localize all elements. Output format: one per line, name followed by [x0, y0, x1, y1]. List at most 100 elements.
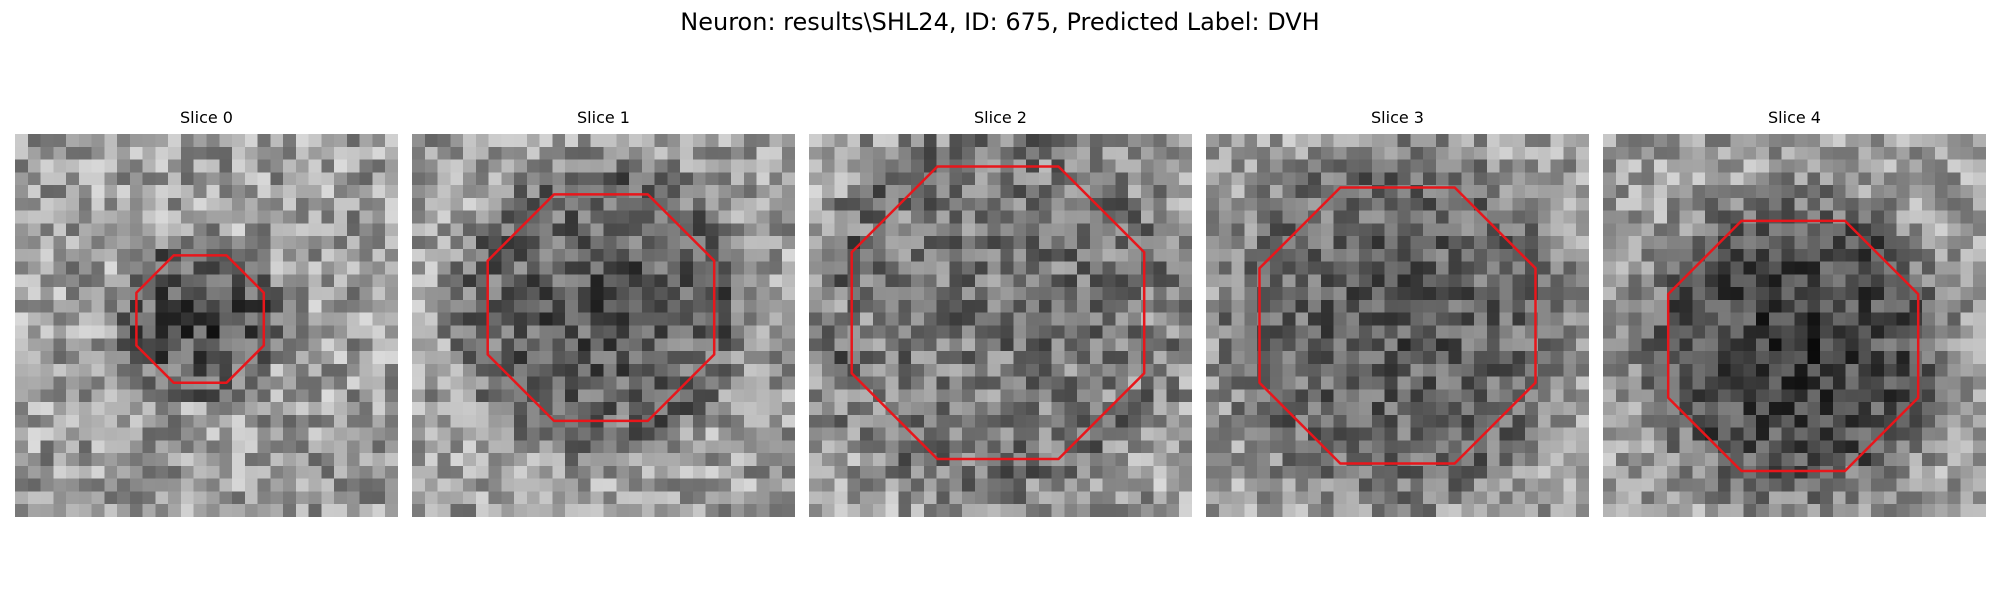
pixel-cell	[1423, 325, 1437, 339]
pixel-cell	[117, 210, 131, 224]
pixel-cell	[117, 287, 131, 301]
pixel-cell	[936, 465, 951, 480]
pixel-cell	[1717, 261, 1732, 276]
pixel-cell	[654, 287, 668, 301]
pixel-cell	[1384, 210, 1399, 224]
pixel-cell	[1858, 478, 1872, 493]
pixel-cell	[1832, 351, 1847, 365]
pixel-cell	[155, 453, 169, 467]
pixel-cell	[885, 491, 899, 505]
pixel-cell	[346, 146, 361, 161]
pixel-cell	[1269, 491, 1284, 505]
pixel-cell	[565, 465, 579, 480]
pixel-cell	[1705, 351, 1719, 365]
pixel-cell	[385, 504, 398, 517]
pixel-cell	[654, 159, 668, 173]
pixel-cell	[1038, 338, 1053, 352]
pixel-cell	[1550, 261, 1565, 276]
pixel-cell	[295, 236, 310, 250]
pixel-cell	[1896, 223, 1910, 237]
pixel-cell	[911, 478, 925, 493]
pixel-cell	[475, 312, 490, 327]
pixel-cell	[987, 287, 1002, 301]
pixel-cell	[680, 134, 694, 148]
pixel-cell	[1499, 197, 1513, 212]
pixel-cell	[219, 223, 233, 237]
pixel-cell	[565, 210, 579, 224]
pixel-cell	[334, 478, 348, 493]
pixel-cell	[1244, 172, 1258, 186]
pixel-cell	[1960, 427, 1974, 441]
pixel-cell	[987, 134, 1002, 148]
pixel-cell	[769, 504, 783, 517]
pixel-cell	[1486, 504, 1501, 517]
pixel-cell	[1756, 197, 1770, 212]
pixel-cell	[987, 172, 1002, 186]
pixel-cell	[219, 197, 233, 212]
pixel-cell	[1397, 478, 1411, 493]
pixel-cell	[1781, 325, 1796, 339]
pixel-cell	[911, 287, 925, 301]
pixel-cell	[450, 440, 464, 454]
pixel-cell	[206, 312, 220, 327]
pixel-cell	[705, 197, 719, 212]
pixel-cell	[1346, 261, 1360, 276]
pixel-cell	[885, 159, 899, 173]
pixel-cell	[872, 197, 887, 212]
pixel-cell	[936, 402, 951, 416]
pixel-cell	[1717, 299, 1732, 314]
pixel-cell	[1435, 159, 1450, 173]
pixel-cell	[1973, 325, 1986, 339]
pixel-cell	[1909, 465, 1923, 480]
pixel-cell	[898, 274, 912, 288]
pixel-cell	[552, 478, 566, 493]
pixel-cell	[1115, 236, 1129, 250]
pixel-cell	[1308, 504, 1322, 517]
pixel-cell	[987, 414, 1002, 429]
pixel-cell	[1448, 210, 1462, 224]
pixel-cell	[1947, 325, 1962, 339]
pixel-cell	[283, 402, 297, 416]
pixel-cell	[78, 351, 93, 365]
pixel-cell	[949, 427, 963, 441]
pixel-cell	[1371, 210, 1386, 224]
pixel-cell	[1922, 414, 1936, 429]
pixel-cell	[437, 248, 451, 263]
pixel-cell	[1807, 389, 1821, 403]
pixel-cell	[1807, 414, 1821, 429]
pixel-cell	[1705, 146, 1719, 161]
pixel-cell	[1102, 261, 1116, 276]
pixel-cell	[1231, 146, 1245, 161]
pixel-cell	[1794, 478, 1808, 493]
pixel-cell	[911, 414, 925, 429]
pixel-cell	[1244, 236, 1258, 250]
pixel-cell	[743, 389, 758, 403]
pixel-cell	[346, 325, 361, 339]
pixel-cell	[1089, 159, 1104, 173]
pixel-cell	[1883, 351, 1898, 365]
pixel-cell	[1832, 261, 1847, 276]
pixel-cell	[1077, 236, 1091, 250]
pixel-cell	[1550, 236, 1565, 250]
pixel-cell	[577, 236, 592, 250]
pixel-cell	[603, 146, 617, 161]
pixel-cell	[66, 146, 80, 161]
pixel-cell	[1947, 197, 1962, 212]
pixel-cell	[885, 453, 899, 467]
pixel-cell	[1883, 427, 1898, 441]
pixel-cell	[1960, 274, 1974, 288]
pixel-cell	[385, 312, 398, 327]
pixel-cell	[1512, 325, 1526, 339]
pixel-cell	[15, 478, 29, 493]
pixel-cell	[1973, 210, 1986, 224]
pixel-cell	[437, 453, 451, 467]
pixel-cell	[1140, 402, 1155, 416]
pixel-cell	[1102, 414, 1116, 429]
pixel-cell	[1922, 312, 1936, 327]
pixel-cell	[1346, 402, 1360, 416]
pixel-cell	[1038, 427, 1053, 441]
pixel-cell	[1166, 248, 1180, 263]
pixel-cell	[769, 363, 783, 378]
pixel-cell	[1102, 453, 1116, 467]
pixel-cell	[1077, 338, 1091, 352]
